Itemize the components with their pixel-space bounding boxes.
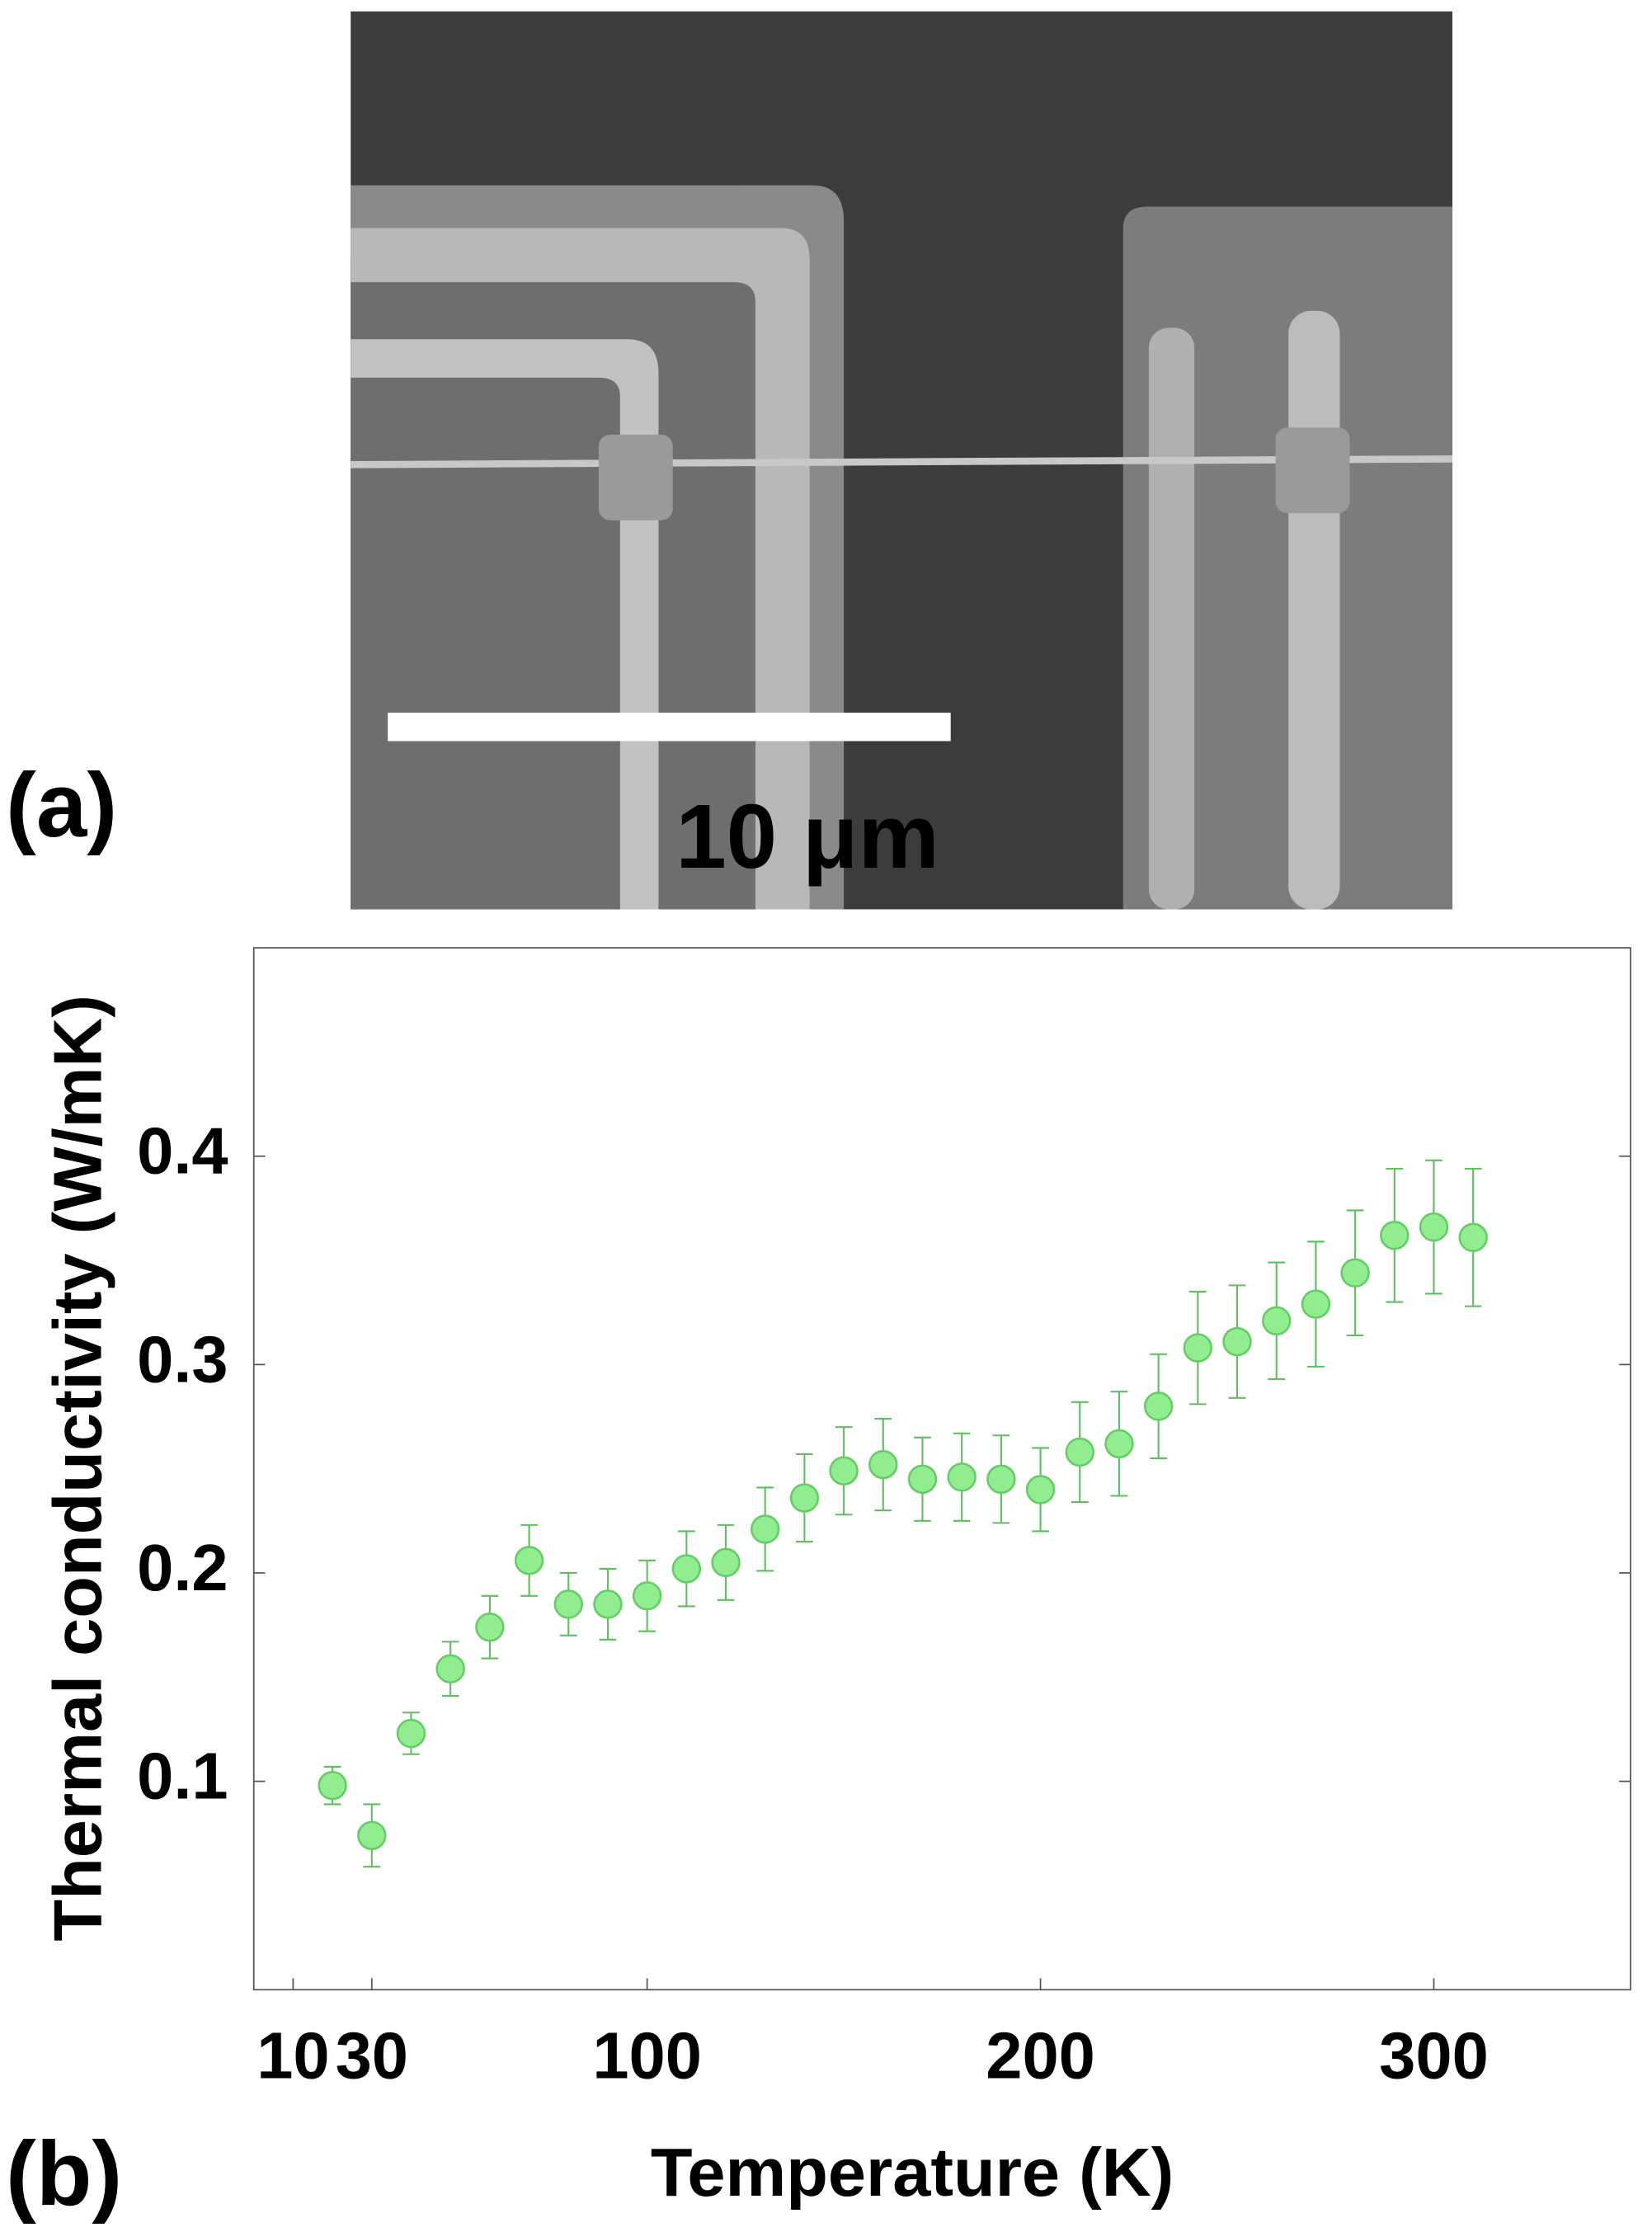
x-tick-label: 300 <box>1379 2019 1489 2093</box>
marker <box>435 1654 465 1683</box>
y-axis-label: Thermal conductivity (W/mK) <box>39 995 115 1941</box>
marker <box>318 1770 347 1801</box>
marker <box>1301 1289 1331 1319</box>
marker <box>475 1612 505 1642</box>
y-tick-label: 0.2 <box>137 1531 228 1604</box>
marker <box>593 1589 623 1619</box>
x-tick-label: 100 <box>592 2019 702 2093</box>
marker <box>1065 1437 1094 1467</box>
marker <box>751 1514 780 1544</box>
marker <box>357 1820 387 1851</box>
marker <box>947 1462 977 1492</box>
x-tick-label: 10 <box>257 2019 329 2093</box>
marker <box>396 1718 426 1749</box>
sem-image <box>351 11 1452 910</box>
marker <box>1419 1212 1449 1242</box>
marker <box>1025 1475 1056 1504</box>
scale-bar-label: 10 μm <box>675 786 939 888</box>
marker <box>1380 1221 1410 1250</box>
marker <box>1104 1429 1134 1459</box>
y-tick-label: 0.4 <box>137 1114 228 1188</box>
marker <box>1143 1391 1174 1421</box>
panel-label: (b) <box>6 2123 122 2225</box>
marker <box>671 1554 702 1584</box>
marker <box>868 1449 898 1480</box>
marker <box>1183 1333 1213 1363</box>
panel-label: (a) <box>6 755 117 856</box>
x-tick-label: 200 <box>986 2019 1095 2093</box>
x-tick-label: 30 <box>336 2019 408 2093</box>
marker <box>711 1547 741 1578</box>
marker <box>1340 1258 1370 1288</box>
y-tick-label: 0.1 <box>137 1740 228 1813</box>
marker <box>553 1589 583 1619</box>
marker <box>1222 1326 1252 1357</box>
marker <box>789 1483 820 1513</box>
x-axis-label: Temperature (K) <box>651 2134 1174 2211</box>
y-tick-label: 0.3 <box>137 1322 228 1396</box>
marker <box>632 1581 662 1611</box>
plot-frame <box>252 947 1631 1991</box>
marker <box>986 1464 1016 1495</box>
marker <box>1261 1306 1292 1336</box>
marker <box>1458 1222 1488 1252</box>
marker <box>907 1464 938 1495</box>
marker <box>829 1456 859 1486</box>
marker <box>514 1546 544 1575</box>
